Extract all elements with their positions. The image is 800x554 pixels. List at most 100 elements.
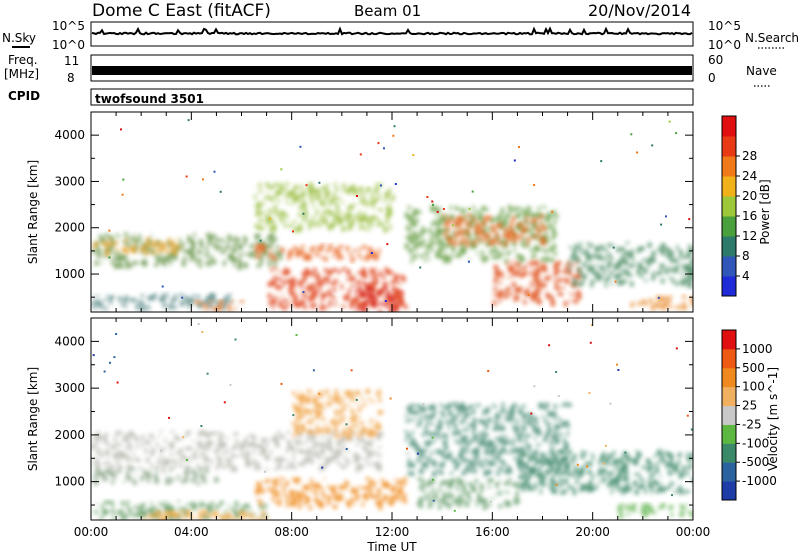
velocity-echo-pixel	[440, 411, 444, 416]
velocity-echo-pixel	[476, 462, 480, 467]
velocity-echo-pixel	[234, 454, 237, 457]
velocity-echo-band	[255, 477, 407, 511]
power-echo-pixel	[461, 232, 464, 238]
power-echo-pixel	[187, 301, 191, 306]
power-echo-pixel	[459, 247, 463, 253]
velocity-echo-pixel	[339, 496, 344, 501]
power-echo-pixel	[529, 248, 533, 252]
power-echo-pixel	[301, 292, 304, 296]
power-echo-pixel	[212, 260, 217, 264]
power-echo-pixel	[95, 260, 98, 264]
power-echo-pixel	[371, 192, 374, 197]
power-echo-pixel	[563, 301, 568, 307]
velocity-echo-pixel	[477, 419, 483, 422]
velocity-echo-pixel	[552, 454, 557, 458]
power-echo-pixel	[541, 205, 545, 208]
velocity-echo-pixel	[346, 482, 350, 485]
velocity-echo-pixel	[656, 481, 659, 487]
velocity-echo-pixel	[658, 449, 661, 453]
velocity-echo-pixel	[411, 430, 415, 434]
power-echo-pixel	[324, 306, 328, 309]
power-echo-pixel	[332, 268, 337, 272]
velocity-echo-pixel	[556, 467, 560, 471]
power-echo-pixel	[347, 218, 350, 224]
power-echo-pixel	[575, 274, 580, 279]
velocity-echo-pixel	[666, 463, 671, 467]
velocity-echo-pixel	[345, 390, 350, 397]
power-echo-pixel	[105, 244, 108, 249]
power-speckle	[393, 125, 396, 128]
power-echo-pixel	[511, 216, 516, 221]
velocity-echo-pixel	[252, 513, 256, 516]
velocity-echo-pixel	[229, 517, 234, 520]
velocity-echo-pixel	[475, 504, 479, 507]
power-echo-pixel	[219, 299, 224, 304]
velocity-echo-pixel	[417, 477, 421, 481]
velocity-echo-pixel	[553, 459, 556, 464]
power-echo-pixel	[486, 233, 491, 238]
power-echo-pixel	[589, 243, 593, 248]
velocity-echo-pixel	[340, 485, 344, 488]
velocity-echo-pixel	[632, 503, 637, 508]
velocity-echo-pixel	[231, 465, 237, 471]
power-echo-pixel	[535, 285, 538, 288]
power-echo-pixel	[576, 290, 581, 296]
velocity-echo-pixel	[472, 456, 476, 459]
power-echo-pixel	[691, 296, 693, 301]
power-echo-pixel	[303, 213, 308, 217]
power-echo-pixel	[677, 304, 680, 310]
power-echo-pixel	[619, 279, 625, 285]
velocity-echo-pixel	[419, 469, 424, 474]
power-echo-pixel	[326, 278, 328, 285]
velocity-echo-pixel	[128, 464, 133, 470]
velocity-echo-pixel	[433, 410, 437, 413]
power-echo-pixel	[526, 237, 531, 241]
velocity-echo-pixel	[164, 508, 168, 512]
power-echo-pixel	[390, 295, 395, 301]
velocity-echo-pixel	[305, 397, 310, 401]
power-echo-pixel	[206, 252, 210, 257]
power-echo-pixel	[636, 270, 640, 276]
power-echo-pixel	[336, 256, 341, 260]
velocity-echo-pixel	[626, 512, 630, 516]
power-echo-pixel	[443, 258, 446, 264]
power-echo-pixel	[434, 222, 438, 225]
velocity-echo-pixel	[680, 503, 682, 509]
power-echo-pixel	[293, 220, 296, 224]
power-echo-pixel	[369, 268, 373, 274]
velocity-echo-pixel	[92, 435, 96, 441]
velocity-echo-pixel	[322, 429, 326, 433]
power-colorbar-segment	[722, 216, 736, 237]
velocity-echo-pixel	[514, 503, 518, 506]
velocity-echo-pixel	[187, 510, 191, 516]
velocity-echo-pixel	[511, 482, 516, 487]
power-echo-pixel	[242, 252, 247, 255]
velocity-echo-pixel	[252, 457, 255, 464]
power-echo-pixel	[553, 220, 557, 224]
power-echo-pixel	[532, 225, 537, 230]
power-echo-pixel	[147, 248, 150, 253]
power-echo-pixel	[140, 305, 145, 311]
power-echo-pixel	[280, 247, 285, 253]
velocity-echo-pixel	[207, 469, 209, 474]
velocity-echo-pixel	[416, 404, 420, 408]
power-speckle	[394, 183, 397, 185]
velocity-echo-pixel	[436, 425, 439, 430]
power-echo-pixel	[307, 287, 312, 292]
velocity-echo-pixel	[431, 413, 436, 418]
velocity-echo-pixel	[584, 462, 588, 465]
power-echo-pixel	[273, 295, 277, 299]
velocity-echo-pixel	[307, 447, 311, 451]
power-echo-pixel	[531, 260, 536, 265]
velocity-echo-pixel	[600, 469, 603, 474]
power-echo-pixel	[517, 235, 521, 238]
velocity-echo-pixel	[439, 423, 443, 428]
velocity-echo-pixel	[388, 483, 391, 487]
velocity-echo-pixel	[523, 476, 528, 478]
power-echo-pixel	[311, 296, 315, 301]
power-echo-pixel	[281, 293, 284, 296]
velocity-echo-pixel	[148, 514, 152, 519]
velocity-echo-pixel	[164, 510, 168, 515]
velocity-echo-pixel	[426, 424, 429, 427]
power-echo-pixel	[193, 232, 196, 238]
